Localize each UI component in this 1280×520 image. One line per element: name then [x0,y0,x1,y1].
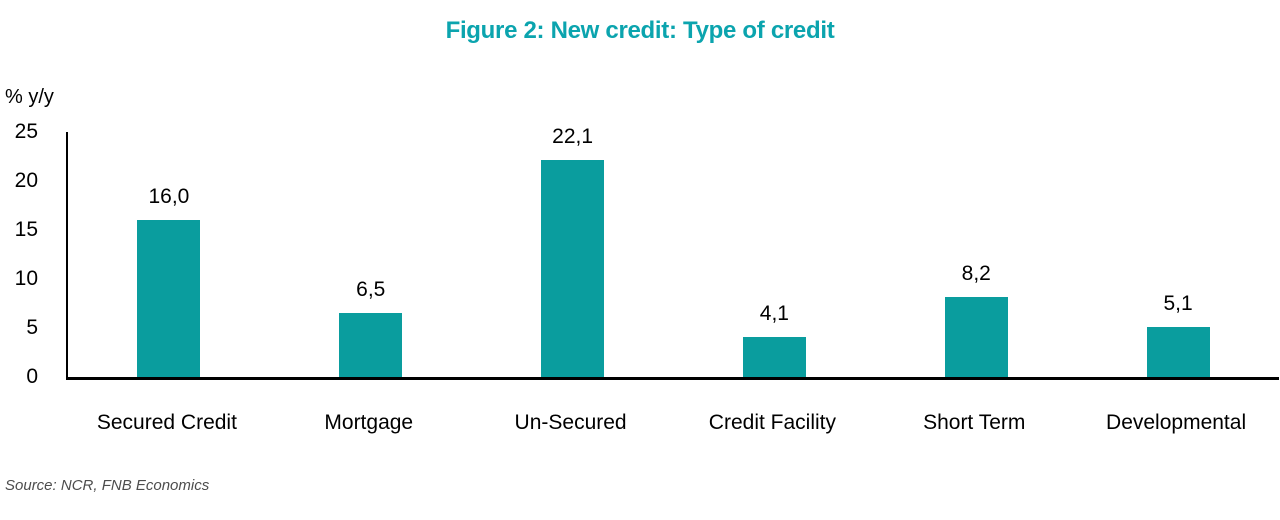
plot-area: 16,0 6,5 22,1 4,1 8,2 5,1 [66,126,1279,380]
source-note: Source: NCR, FNB Economics [5,477,210,494]
x-category-label: Un-Secured [514,411,627,434]
x-category-label: Mortgage [324,411,414,434]
bar-short-term [944,296,1008,377]
x-category-label: Developmental [1106,411,1247,434]
bar-value-label: 5,1 [1163,292,1193,316]
bar-value-label: 22,1 [552,125,594,149]
x-category-label: Credit Facility [708,411,836,434]
bar-value-label: 16,0 [148,185,190,209]
bar-value-label: 4,1 [759,301,789,325]
bar-value-label: 6,5 [356,278,386,302]
x-category-label: Short Term [923,411,1026,434]
y-tick-label: 0 [26,365,38,388]
x-category-label: Secured Credit [96,411,237,434]
bar-value-label: 8,2 [961,261,991,285]
y-tick-label: 15 [14,218,38,241]
bar-credit-facility [742,336,806,377]
y-tick-label: 5 [26,316,38,339]
bar-developmental [1146,327,1210,377]
y-tick-label: 20 [14,169,38,192]
y-axis-unit-label: % y/y [5,86,54,108]
y-tick-label: 10 [14,267,38,290]
bar-un-secured [541,160,605,377]
bar-secured-credit [137,220,201,377]
bar-mortgage [339,313,403,377]
y-tick-label: 25 [14,120,38,143]
chart-title: Figure 2: New credit: Type of credit [445,17,835,44]
